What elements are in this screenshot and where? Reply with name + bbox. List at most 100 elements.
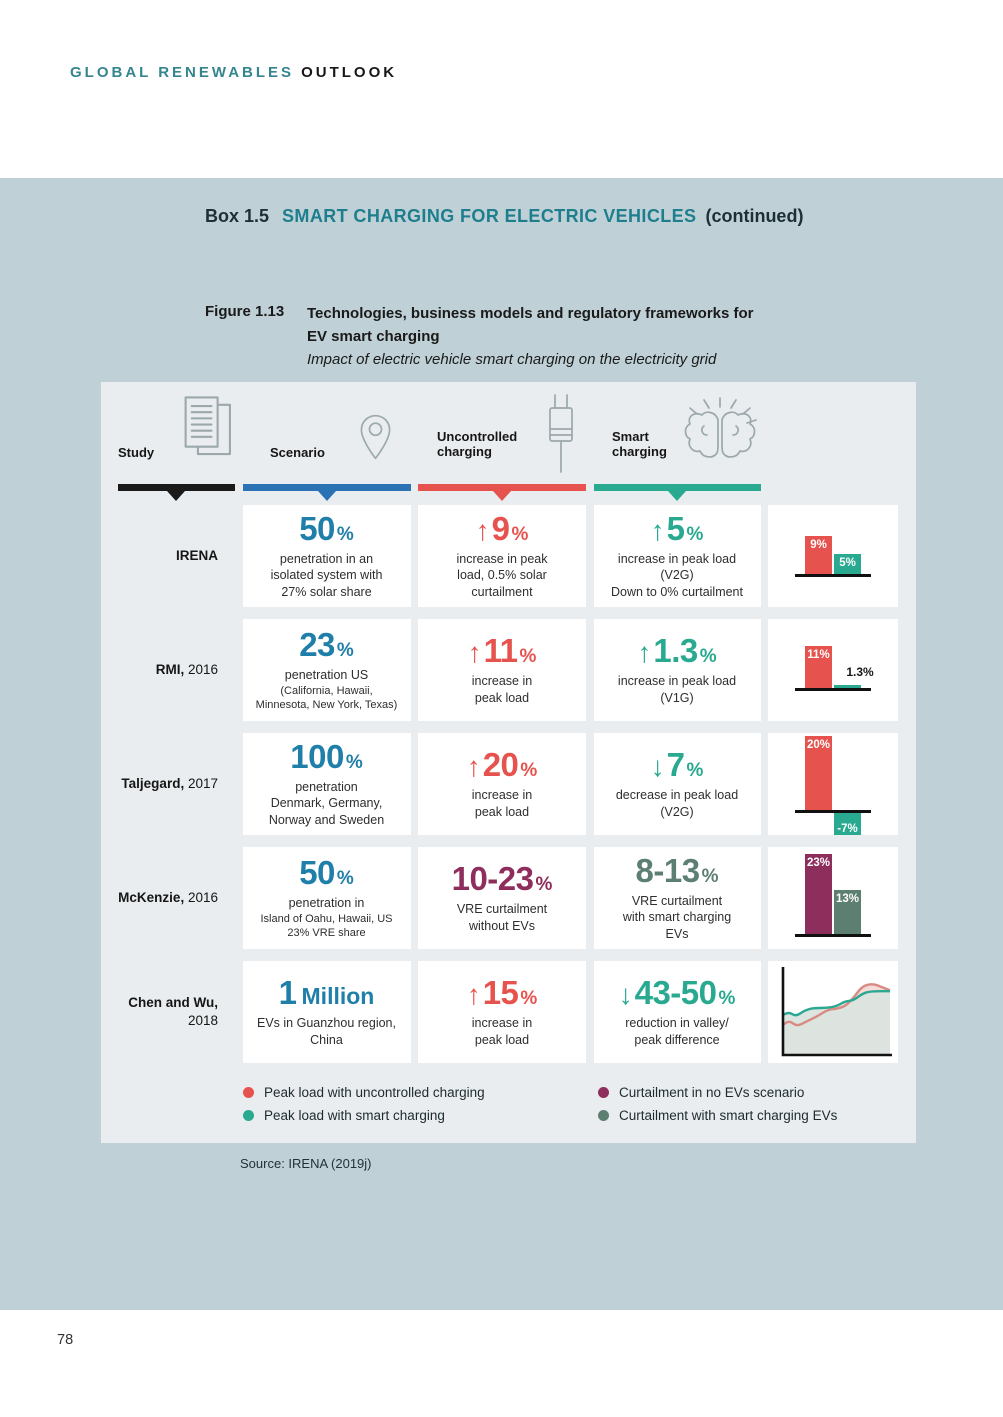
source-note: Source: IRENA (2019j)	[240, 1156, 372, 1171]
uncontrolled-charging-cell: ↑ 9% increase in peak load, 0.5% solar cu…	[418, 505, 586, 607]
column-header-scenario: Scenario	[270, 445, 325, 460]
study-year: 2017	[184, 775, 218, 791]
column-header-smart-charging: Smart charging	[612, 429, 667, 460]
column-bar-study	[118, 484, 235, 491]
map-pin-icon	[360, 414, 391, 460]
box-title: SMART CHARGING FOR ELECTRIC VEHICLES	[282, 206, 697, 226]
figure-panel: Study Scenario Uncontrolled charging Sma…	[101, 382, 916, 1143]
table-row: RMI, 2016 23% penetration US (California…	[118, 619, 898, 721]
scenario-description: penetration US	[284, 667, 369, 682]
figure-caption: Figure 1.13 Technologies, business model…	[205, 303, 754, 371]
study-year: 2016	[184, 661, 218, 677]
line-series-smart	[782, 990, 890, 1017]
legend-item: Peak load with uncontrolled charging	[243, 1085, 485, 1100]
chart-bar-curtailment_no_evs: 23%	[805, 854, 832, 936]
column-header-uncontrolled-charging: Uncontrolled charging	[437, 429, 518, 460]
legend-color-dot	[598, 1110, 609, 1121]
brand-title-part1: GLOBAL RENEWABLES	[70, 64, 295, 81]
table-body: IRENA 50% penetration in an isolated sys…	[118, 505, 898, 1063]
impact-chart: 23% 13%	[768, 847, 898, 949]
smart-charging-cell: ↑ 1.3% increase in peak load (V1G)	[593, 619, 761, 721]
uncontrolled-description: increase in peak load	[471, 1016, 533, 1047]
impact-chart: 9% 5%	[768, 505, 898, 607]
line-series-uncontrolled	[782, 983, 891, 1027]
uncontrolled-value: ↑ 9%	[475, 510, 529, 548]
chart-baseline	[795, 688, 871, 691]
study-cell: McKenzie, 2016	[118, 847, 235, 949]
chart-bar-smart: -7%	[834, 811, 861, 835]
bar-value-label: -7%	[837, 823, 858, 835]
study-label: McKenzie, 2016	[118, 889, 218, 907]
smart-description: reduction in valley/ peak difference	[625, 1016, 729, 1047]
uncontrolled-description: VRE curtailment without EVs	[456, 902, 548, 933]
table-row: IRENA 50% penetration in an isolated sys…	[118, 505, 898, 607]
legend-column-left: Peak load with uncontrolled charging Pea…	[243, 1085, 485, 1123]
scenario-cell: 1 Million EVs in Guanzhou region, China	[242, 961, 411, 1063]
scenario-description: EVs in Guanzhou region, China	[257, 1016, 396, 1047]
legend-color-dot	[243, 1087, 254, 1098]
plug-icon	[549, 394, 573, 473]
chart-baseline	[795, 574, 871, 577]
documents-icon	[184, 396, 231, 456]
bar-value-label: 5%	[839, 557, 856, 569]
uncontrolled-charging-cell: 10-23% VRE curtailment without EVs	[418, 847, 586, 949]
legend-item: Peak load with smart charging	[243, 1108, 485, 1123]
legend-color-dot	[598, 1087, 609, 1098]
smart-value: ↑ 1.3%	[637, 632, 717, 670]
smart-charging-cell: 8-13% VRE curtailment with smart chargin…	[593, 847, 761, 949]
scenario-description: penetration Denmark, Germany, Norway and…	[268, 780, 385, 827]
figure-title-line2: EV smart charging	[307, 327, 440, 345]
scenario-description-small: Island of Oahu, Hawaii, US 23% VRE share	[260, 912, 393, 940]
bar-value-label: 20%	[806, 739, 831, 751]
bar-value-label: 23%	[806, 857, 831, 869]
scenario-cell: 50% penetration in Island of Oahu, Hawai…	[242, 847, 411, 949]
box-number: Box 1.5	[205, 206, 270, 226]
figure-title-line1: Technologies, business models and regula…	[307, 305, 754, 322]
study-name: IRENA	[175, 547, 218, 563]
column-arrow-uncontrolled	[493, 491, 511, 501]
scenario-value: 1 Million	[278, 974, 375, 1012]
bar-value-label: 1.3%	[846, 665, 874, 679]
scenario-cell: 100% penetration Denmark, Germany, Norwa…	[242, 733, 411, 835]
trend-arrow-icon: ↑	[466, 751, 481, 783]
brain-icon	[684, 397, 757, 458]
legend-color-dot	[243, 1110, 254, 1121]
chart-baseline	[795, 810, 871, 813]
column-header-study: Study	[118, 445, 155, 460]
figure-subtitle: Impact of electric vehicle smart chargin…	[307, 351, 717, 368]
chart-axes	[781, 967, 892, 1057]
smart-charging-cell: ↑ 5% increase in peak load (V2G) Down to …	[593, 505, 761, 607]
uncontrolled-charging-cell: ↑ 20% increase in peak load	[418, 733, 586, 835]
study-cell: RMI, 2016	[118, 619, 235, 721]
study-year: 2016	[184, 889, 218, 905]
figure-caption-text: Technologies, business models and regula…	[307, 303, 754, 371]
table-row: McKenzie, 2016 50% penetration in Island…	[118, 847, 898, 949]
legend-label: Curtailment in no EVs scenario	[619, 1085, 805, 1100]
chart-bar-smart: 5%	[834, 554, 861, 576]
study-label: IRENA	[176, 547, 218, 565]
uncontrolled-value: 10-23%	[451, 860, 553, 898]
chart-bar-uncontrolled: 11%	[805, 646, 832, 690]
chart-baseline	[795, 934, 871, 937]
figure-number: Figure 1.13	[205, 303, 285, 320]
impact-chart: 11% 1.3%	[768, 619, 898, 721]
smart-description: decrease in peak load (V2G)	[615, 788, 739, 819]
chart-bar-uncontrolled: 20%	[805, 736, 832, 812]
chart-bar-uncontrolled: 9%	[805, 536, 832, 576]
study-label: Chen and Wu, 2018	[118, 994, 218, 1030]
uncontrolled-description: increase in peak load, 0.5% solar curtai…	[456, 552, 548, 599]
smart-value: ↓ 43-50%	[618, 974, 736, 1012]
chart-bar-smart	[834, 685, 861, 690]
legend-item: Curtailment in no EVs scenario	[598, 1085, 837, 1100]
trend-arrow-icon: ↓	[618, 979, 633, 1011]
study-name: Chen and Wu,	[128, 994, 218, 1010]
study-label: Taljegard, 2017	[121, 775, 218, 793]
smart-value: ↑ 5%	[650, 510, 704, 548]
scenario-cell: 50% penetration in an isolated system wi…	[242, 505, 411, 607]
box-continued: (continued)	[705, 206, 804, 226]
smart-charging-cell: ↓ 7% decrease in peak load (V2G)	[593, 733, 761, 835]
scenario-description: penetration in	[288, 895, 365, 910]
uncontrolled-charging-cell: ↑ 11% increase in peak load	[418, 619, 586, 721]
table-row: Taljegard, 2017 100% penetration Denmark…	[118, 733, 898, 835]
study-year: 2018	[187, 1013, 218, 1028]
